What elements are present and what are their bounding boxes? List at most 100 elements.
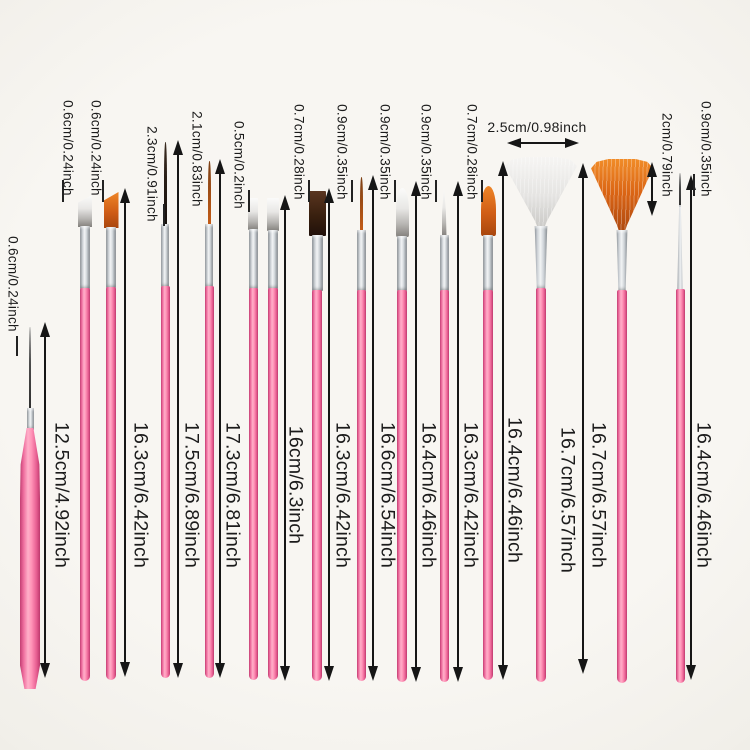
brush-5-liner-brush-ferrule (205, 224, 213, 287)
length-measure-arrow-8-arrowhead-down (411, 667, 421, 682)
brush-9-fine-liner-brush-handle (356, 290, 366, 681)
tip-measurement-label-7: 0.7cm/0.28inch (291, 104, 307, 200)
length-measure-arrow-3-line (177, 149, 179, 669)
tip-label-underline-4 (163, 204, 165, 226)
brush-12-oval-brush-orange-handle (483, 290, 493, 680)
tip-measurement-label-8: 0.9cm/0.35inch (334, 104, 350, 200)
brush-13-fan-brush-white-ferrule (534, 226, 548, 289)
length-measure-arrow-8-line (415, 190, 417, 673)
length-measure-arrow-2-line (124, 197, 126, 668)
tip-label-underline-3 (102, 180, 104, 202)
length-measure-arrow-10-arrowhead-up (498, 161, 508, 176)
length-measure-arrow-12-line (690, 184, 692, 671)
brush-4-long-liner-brush-bristles (163, 142, 167, 225)
brush-4-long-liner-brush-ferrule (161, 224, 169, 287)
brush-7-flat-brush-bristles (267, 198, 279, 231)
length-measurement-label-11: 16.7cm/6.57inch (556, 426, 579, 574)
tip-label-underline-6 (308, 180, 310, 202)
tip-measurement-label-9: 0.9cm/0.35inch (377, 104, 393, 200)
length-measure-arrow-3-arrowhead-up (173, 140, 183, 155)
tip-label-underline-11 (693, 174, 695, 196)
length-measure-arrow-7-line (372, 184, 374, 672)
tip-measurement-label-1: 0.6cm/0.24inch (5, 236, 21, 332)
length-measure-arrow-7-arrowhead-down (368, 666, 378, 681)
tip-measurement-label-4: 2.3cm/0.91inch (144, 126, 160, 222)
length-measure-arrow-6-arrowhead-down (324, 666, 334, 681)
fan-width-measure-arrow-line (516, 142, 570, 144)
length-measurement-label-6: 16.3cm/6.42inch (331, 421, 354, 569)
length-measure-arrow-3-arrowhead-down (173, 663, 183, 678)
length-measure-arrow-11-arrowhead-down (578, 659, 588, 674)
brush-13-fan-brush-white-bristle-texture (505, 157, 577, 227)
length-measure-arrow-6-line (328, 197, 330, 672)
fan-height-measure-arrow-line (651, 171, 653, 207)
tip-label-underline-5 (248, 190, 250, 212)
length-measure-arrow-11-arrowhead-up (578, 163, 588, 178)
fan-width-measurement-label: 2.5cm/0.98inch (487, 119, 587, 135)
length-measure-arrow-2-arrowhead-up (120, 188, 130, 203)
tip-measurement-label-11: 0.7cm/0.28inch (464, 104, 480, 200)
length-measure-arrow-9-line (457, 190, 459, 673)
brush-6-small-flat-brush-ferrule (248, 229, 258, 289)
length-measure-arrow-11-line (582, 172, 584, 665)
length-measurement-label-5: 16cm/6.3inch (284, 425, 307, 545)
length-measure-arrow-1-arrowhead-down (40, 663, 50, 678)
brush-1-dotting-pen-fine-ferrule (26, 408, 34, 430)
length-measure-arrow-1-line (44, 331, 46, 669)
length-measure-arrow-7-arrowhead-up (368, 175, 378, 190)
brush-11-detail-liner-brush-bristles (441, 187, 447, 236)
brush-1-dotting-pen-fine-handle (20, 428, 40, 689)
tip-measurement-label-12: 2cm/0.79inch (659, 113, 675, 197)
tip-label-underline-8 (394, 180, 396, 202)
brush-14-fan-brush-orange-bristles (591, 159, 653, 231)
length-measure-arrow-5-arrowhead-down (280, 666, 290, 681)
brush-11-detail-liner-brush-handle (439, 290, 449, 682)
brush-10-oval-brush-white-bristles (395, 188, 409, 237)
length-measurement-label-1: 12.5cm/4.92inch (50, 421, 73, 569)
brush-13-fan-brush-white-bristles (505, 157, 577, 227)
length-measurement-label-7: 16.6cm/6.54inch (376, 421, 399, 569)
brush-15-dotting-pen-handle (675, 289, 685, 683)
brush-2-angled-brush-white-handle (80, 288, 90, 681)
length-measure-arrow-4-arrowhead-down (215, 663, 225, 678)
length-measure-arrow-5-line (284, 204, 286, 672)
brush-5-liner-brush-bristles (207, 161, 211, 225)
length-measurement-label-10: 16.4cm/6.46inch (503, 416, 526, 564)
brush-10-oval-brush-white-handle (397, 290, 407, 682)
tip-measurement-label-13: 0.9cm/0.35inch (698, 101, 714, 197)
brush-15-dotting-pen-metal-cone (677, 205, 683, 291)
brush-4-long-liner-brush-handle (160, 286, 170, 678)
brush-8-wide-flat-brush-ferrule (311, 235, 323, 291)
brush-9-fine-liner-brush-ferrule (356, 230, 366, 291)
length-measure-arrow-9-arrowhead-up (453, 181, 463, 196)
brush-8-wide-flat-brush-handle (312, 290, 322, 681)
length-measurement-label-9: 16.3cm/6.42inch (459, 421, 482, 569)
brush-3-angled-brush-orange-bristles (103, 192, 119, 228)
length-measure-arrow-10-arrowhead-down (498, 665, 508, 680)
brush-3-angled-brush-orange-handle (106, 287, 116, 680)
brush-1-dotting-pen-fine-needle-tip (29, 327, 31, 410)
brush-3-angled-brush-orange-ferrule (106, 227, 116, 288)
brush-7-flat-brush-ferrule (268, 230, 278, 289)
fan-width-arrowhead-right (565, 138, 579, 148)
length-measure-arrow-4-arrowhead-up (215, 159, 225, 174)
brush-6-small-flat-brush-handle (248, 288, 258, 680)
brush-14-fan-brush-orange-handle (617, 290, 627, 683)
length-measure-arrow-4-line (219, 168, 221, 669)
length-measurement-label-8: 16.4cm/6.46inch (417, 421, 440, 569)
brush-13-fan-brush-white-handle (536, 288, 546, 682)
brush-12-oval-brush-orange-bristles (480, 186, 496, 236)
length-measure-arrow-10-line (502, 170, 504, 671)
length-measure-arrow-12-arrowhead-down (686, 665, 696, 680)
brush-8-wide-flat-brush-bristles (308, 191, 326, 236)
brush-2-angled-brush-white-ferrule (80, 226, 90, 289)
fan-height-measure-arrow-arrowhead-down (647, 201, 657, 216)
tip-label-underline-1 (16, 336, 18, 356)
brush-12-oval-brush-orange-ferrule (483, 235, 493, 291)
fan-height-measure-arrow-arrowhead-up (647, 162, 657, 177)
length-measurement-label-4: 17.3cm/6.81inch (221, 421, 244, 569)
tip-label-underline-2 (62, 180, 64, 202)
length-measure-arrow-2-arrowhead-down (120, 662, 130, 677)
brush-2-angled-brush-white-bristles (78, 195, 92, 227)
